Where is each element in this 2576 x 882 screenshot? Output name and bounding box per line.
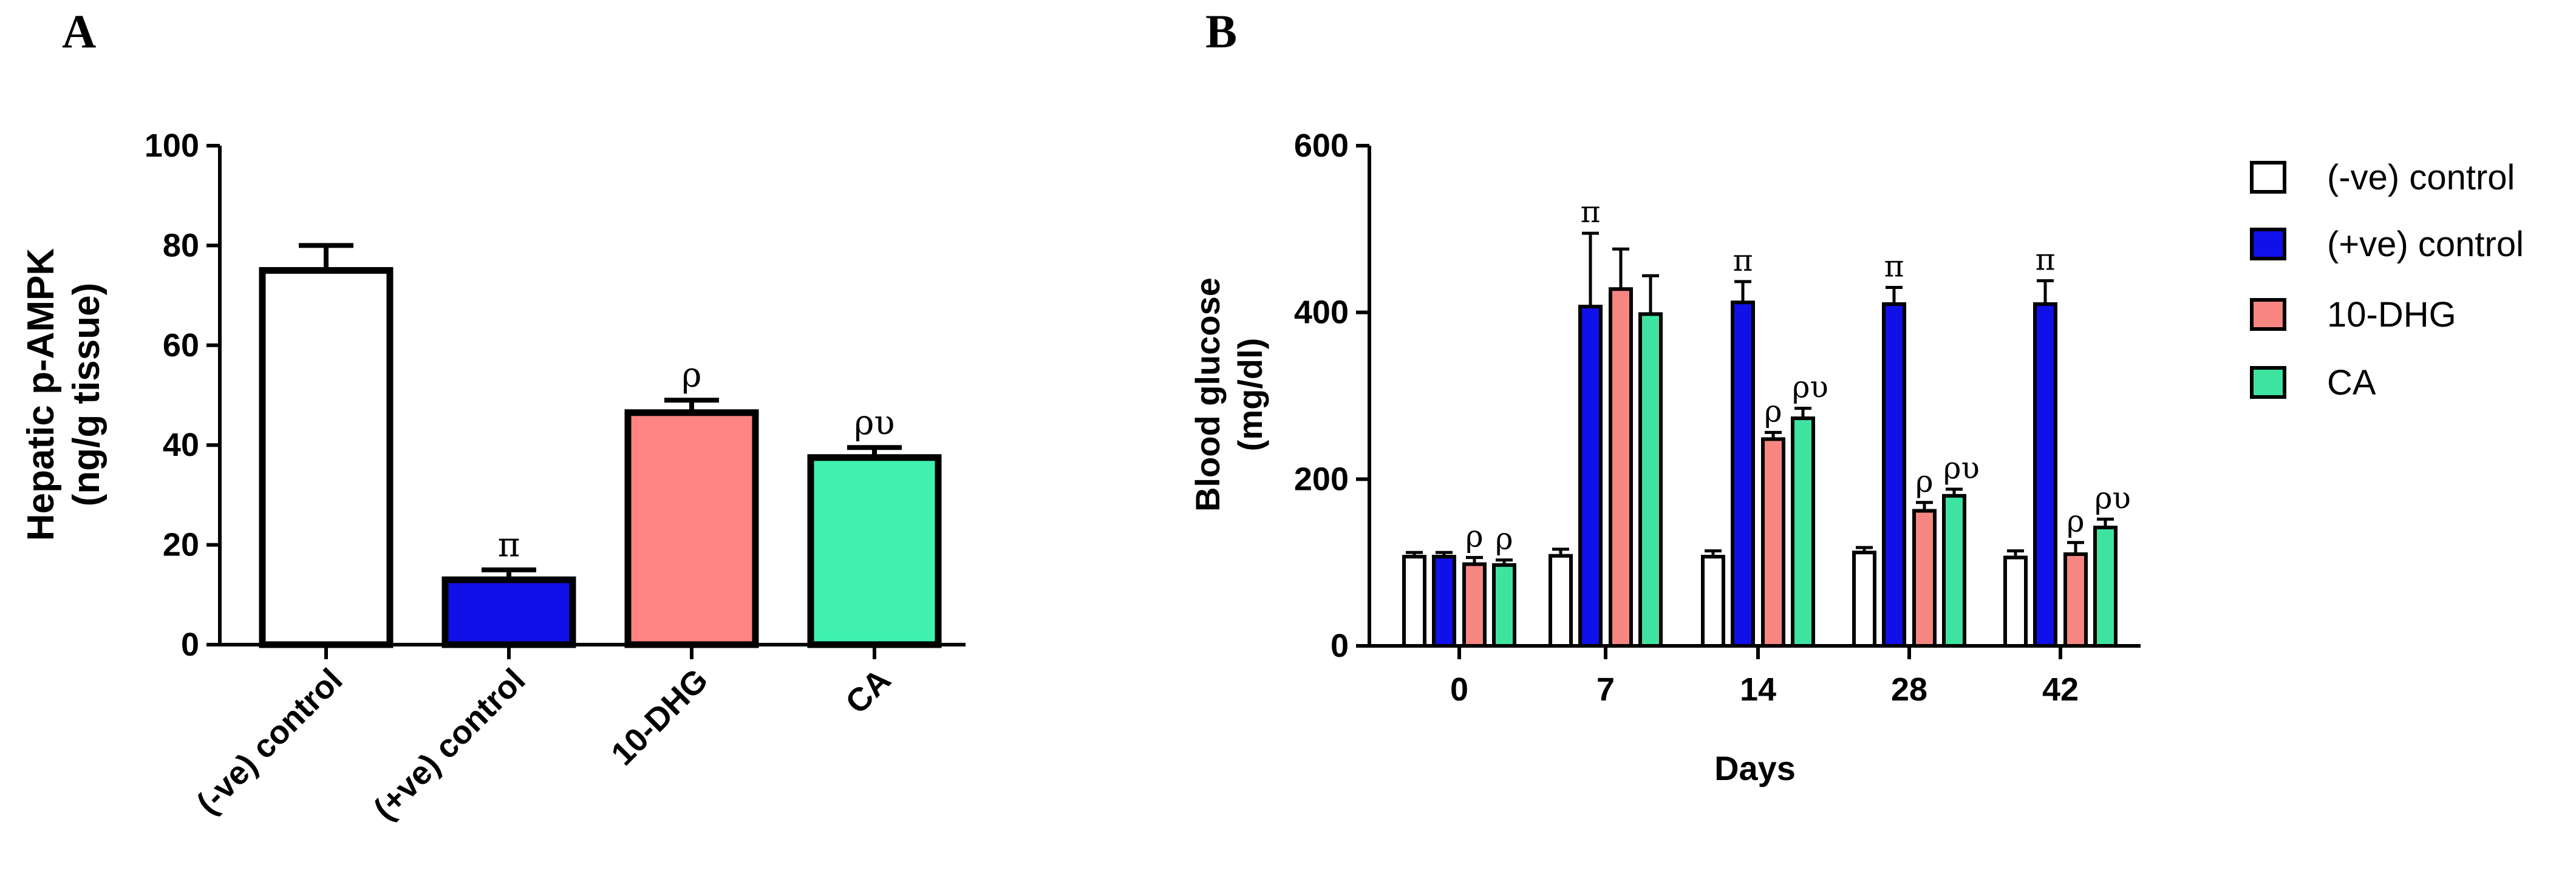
legend-label: (-ve) control [2327, 158, 2515, 197]
a-significance-label: ρυ [854, 403, 895, 443]
b-significance-label: ρ [2067, 504, 2084, 539]
b-bar [1638, 312, 1663, 648]
b-significance-label: π [1581, 194, 1601, 229]
b-y-tick-label: 200 [1294, 461, 1349, 497]
b-x-tick-label: 14 [1740, 671, 1776, 708]
a-y-axis-title: Hepatic p-AMPK [20, 248, 62, 541]
b-bar [1852, 551, 1876, 648]
b-x-tick-label: 7 [1596, 671, 1615, 708]
b-bar [2033, 302, 2057, 648]
b-bar [1578, 305, 1603, 648]
b-bar [1701, 555, 1725, 648]
a-bar [441, 576, 576, 648]
b-significance-label: ρυ [1943, 450, 1980, 486]
b-bar [1549, 554, 1573, 648]
legend-label: CA [2327, 363, 2376, 402]
legend-swatch [2250, 298, 2286, 331]
b-bar [1912, 509, 1937, 648]
b-y-tick-label: 400 [1294, 294, 1349, 331]
a-significance-label: ρ [682, 356, 702, 395]
b-bar [1462, 562, 1487, 648]
panel-b-letter: B [1205, 5, 1237, 58]
b-bar [1492, 563, 1516, 648]
a-y-tick-label: 20 [163, 527, 199, 563]
b-y-axis-unit: (mg/dl) [1231, 338, 1269, 452]
b-significance-label: π [1884, 248, 1904, 283]
legend-label: (+ve) control [2327, 225, 2524, 264]
b-significance-label: ρυ [2094, 480, 2131, 515]
b-bar [1761, 437, 1785, 648]
b-bar [1402, 555, 1426, 648]
b-bar [1609, 287, 1633, 648]
b-significance-label: ρ [1495, 521, 1513, 557]
a-x-tick-label: 10-DHG [604, 662, 715, 772]
a-y-tick-label: 40 [163, 427, 199, 463]
a-x-tick-label: (+ve) control [367, 662, 533, 827]
a-y-axis-unit: (ng/g tissue) [66, 283, 107, 507]
b-y-tick-label: 0 [1331, 628, 1349, 664]
b-bar [1942, 494, 1966, 648]
a-bar [624, 409, 759, 648]
b-x-tick-label: 0 [1450, 671, 1468, 708]
b-significance-label: π [1733, 243, 1753, 278]
a-y-tick-label: 80 [163, 227, 199, 263]
legend-swatch [2250, 228, 2286, 260]
a-x-tick-label: CA [839, 662, 898, 721]
legend-label: 10-DHG [2327, 295, 2456, 334]
b-significance-label: ρυ [1792, 370, 1828, 405]
b-bar [2093, 525, 2118, 648]
legend-swatch [2250, 161, 2286, 194]
b-bar [2003, 555, 2028, 648]
chart-a: 0 20 40 60 80 100 (-ve) control (+ve) control π 1… [20, 127, 966, 827]
b-significance-label: π [2036, 242, 2056, 277]
b-y-axis-title: Blood glucose [1188, 277, 1227, 512]
b-bar [1791, 416, 1815, 648]
b-bar [2063, 552, 2088, 648]
b-x-tick-label: 28 [1891, 671, 1927, 708]
panel-a-letter: A [62, 5, 96, 58]
a-y-tick-label: 100 [145, 127, 199, 164]
b-significance-label: ρ [1764, 393, 1782, 429]
b-bar [1432, 555, 1456, 648]
a-y-tick-label: 60 [163, 327, 199, 364]
b-bar [1731, 300, 1755, 648]
a-bar [259, 267, 394, 648]
b-bar [1882, 302, 1906, 648]
a-significance-label: π [498, 526, 520, 565]
b-significance-label: ρ [1915, 464, 1933, 499]
b-significance-label: ρ [1465, 518, 1483, 554]
b-x-axis-title: Days [1714, 749, 1796, 787]
a-x-tick-label: (-ve) control [189, 662, 349, 821]
b-y-tick-label: 600 [1294, 127, 1349, 164]
a-bar [807, 454, 942, 648]
a-y-tick-label: 0 [181, 626, 199, 663]
legend-swatch [2250, 366, 2286, 399]
b-x-tick-label: 42 [2042, 671, 2079, 708]
